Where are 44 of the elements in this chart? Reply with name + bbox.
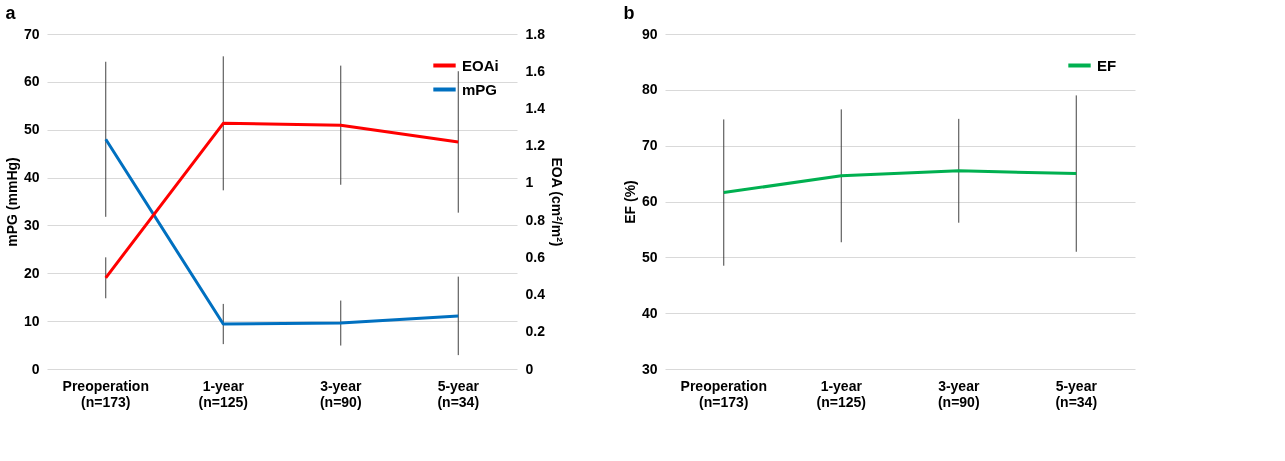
y2-tick-label: 1.6 bbox=[525, 62, 546, 79]
x-tick-label: 1-year (n=125) bbox=[198, 377, 248, 410]
y2-tick-label: 1.8 bbox=[525, 25, 546, 42]
y2-tick-label: 1 bbox=[525, 174, 534, 191]
y2-tick-label: 0.2 bbox=[525, 323, 546, 340]
y-tick-label: 30 bbox=[641, 360, 658, 377]
legend-label: EF bbox=[1097, 56, 1117, 74]
y-tick-label: 30 bbox=[23, 216, 40, 233]
x-tick-label: 3-year (n=90) bbox=[319, 377, 362, 410]
y2-tick-label: 0 bbox=[525, 360, 534, 377]
y-tick-label: 40 bbox=[23, 169, 40, 186]
y-tick-label: 60 bbox=[641, 193, 658, 209]
x-tick-label: Preoperation (n=173) bbox=[62, 377, 149, 410]
line-series bbox=[104, 121, 460, 280]
y-tick-label: 90 bbox=[641, 25, 658, 42]
x-tick-label: 1-year (n=125) bbox=[816, 377, 866, 410]
y-tick-label: 20 bbox=[23, 264, 40, 281]
x-tick-label: 5-year (n=34) bbox=[1055, 377, 1098, 410]
y-axis-title: EF (%) bbox=[621, 180, 638, 224]
line-series bbox=[104, 137, 460, 326]
y-tick-label: 40 bbox=[641, 304, 658, 321]
legend-label: mPG bbox=[462, 80, 498, 98]
y-tick-label: 10 bbox=[23, 312, 40, 329]
y-tick-label: 70 bbox=[23, 25, 40, 42]
y-tick-label: 0 bbox=[31, 360, 40, 377]
chart-title: a bbox=[5, 3, 17, 23]
line-series bbox=[722, 169, 1078, 195]
y-tick-label: 50 bbox=[641, 248, 658, 265]
y2-tick-label: 0.8 bbox=[525, 211, 546, 228]
y-tick-label: 80 bbox=[641, 81, 658, 98]
y2-tick-label: 1.2 bbox=[525, 137, 546, 154]
y-tick-label: 60 bbox=[23, 73, 40, 90]
x-tick-label: Preoperation (n=173) bbox=[680, 377, 767, 410]
y2-tick-label: 0.6 bbox=[525, 248, 546, 265]
y2-tick-label: 0.4 bbox=[525, 286, 546, 303]
chart-title: b bbox=[623, 3, 635, 23]
y2-axis-title: EOA (cm²/m²) bbox=[548, 157, 565, 247]
y-axis-title: mPG (mmHg) bbox=[3, 157, 20, 247]
x-tick-label: 3-year (n=90) bbox=[937, 377, 980, 410]
y-tick-label: 50 bbox=[23, 121, 40, 138]
y-tick-label: 70 bbox=[641, 137, 658, 154]
x-tick-label: 5-year (n=34) bbox=[437, 377, 480, 410]
legend-label: EOAi bbox=[462, 56, 499, 74]
y2-tick-label: 1.4 bbox=[525, 99, 546, 116]
